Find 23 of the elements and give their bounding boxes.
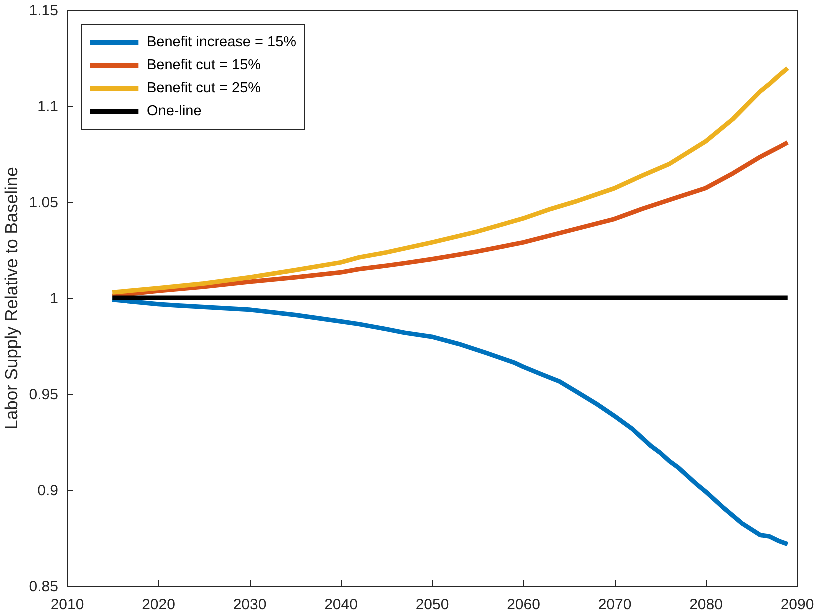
- x-tick-label: 2070: [598, 596, 632, 614]
- y-tick-label: 0.95: [29, 386, 58, 404]
- y-tick-label: 1: [50, 290, 58, 308]
- x-tick-label: 2030: [233, 596, 267, 614]
- legend-label: Benefit cut = 15%: [147, 58, 262, 74]
- line-series: [110, 140, 790, 298]
- x-tick-label: 2080: [690, 596, 723, 614]
- y-axis-title: Labor Supply Relative to Baseline: [1, 167, 22, 430]
- legend-label: Benefit increase = 15%: [147, 34, 297, 50]
- x-tick-label: 2040: [324, 596, 358, 614]
- x-tick-label: 2060: [507, 596, 540, 614]
- y-tick-label: 0.9: [38, 482, 58, 500]
- x-tick-label: 2050: [416, 596, 450, 614]
- y-tick-label: 1.05: [29, 194, 58, 212]
- y-tick-label: 0.85: [29, 578, 58, 596]
- x-tick-label: 2020: [142, 596, 176, 614]
- y-tick-label: 1.1: [38, 98, 58, 116]
- x-tick-label: 2010: [50, 596, 84, 614]
- legend-label: One-line: [147, 104, 202, 120]
- x-tick-label: 2090: [780, 596, 814, 614]
- legend-label: Benefit cut = 25%: [147, 80, 262, 96]
- line-series: [110, 298, 790, 547]
- y-tick-label: 1.15: [29, 2, 58, 20]
